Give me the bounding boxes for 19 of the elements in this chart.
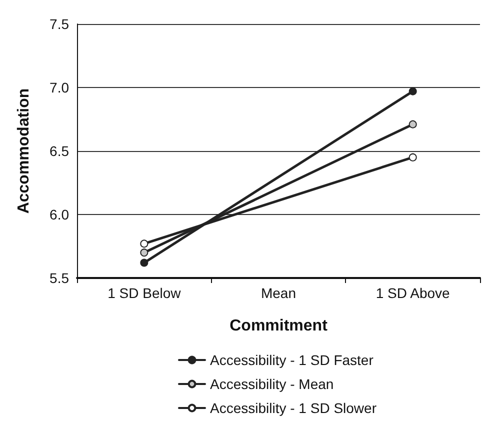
point — [140, 240, 148, 248]
y-tick-label: 6.5 — [50, 143, 70, 159]
point — [140, 258, 148, 267]
y-tick-label: 5.5 — [50, 270, 70, 286]
point — [140, 248, 148, 257]
point — [408, 153, 417, 162]
y-tick-label: 6.0 — [50, 206, 70, 222]
y-tick-label: 7.5 — [50, 16, 70, 32]
y-tick-label: 7.0 — [50, 80, 70, 96]
x-tick-label: 1 SD Above — [376, 285, 450, 301]
legend-label: Accessibility - Mean — [210, 376, 334, 392]
legend-label: Accessibility - 1 SD Slower — [210, 400, 377, 416]
x-tick-label: Mean — [260, 285, 296, 301]
point — [408, 87, 417, 96]
legend-label: Accessibility - 1 SD Faster — [210, 352, 374, 368]
x-axis-title: Commitment — [230, 318, 328, 334]
x-tick-label: 1 SD Below — [108, 285, 182, 301]
y-axis-title: Accommodation — [16, 88, 32, 214]
point — [408, 120, 417, 128]
